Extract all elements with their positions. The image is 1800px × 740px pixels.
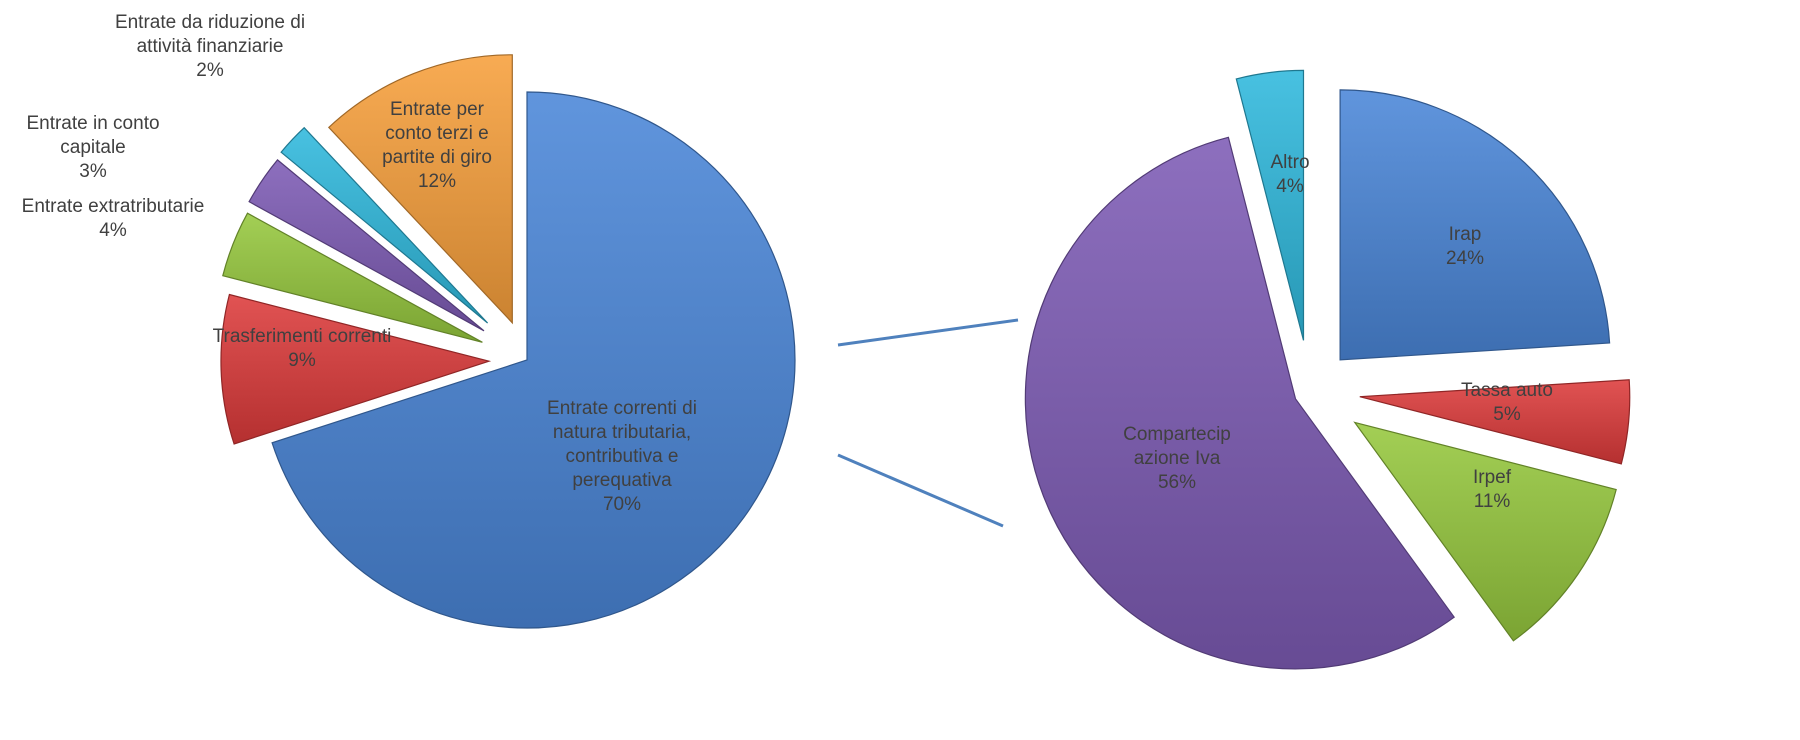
main-slice-label-line: attività finanziarie xyxy=(137,36,284,57)
detail-slice-3 xyxy=(1024,136,1456,670)
main-slice-percent-3: 3% xyxy=(79,161,107,182)
main-slice-5 xyxy=(327,54,513,325)
detail-slice-label-1: Tassa auto 5% xyxy=(1461,380,1553,425)
detail-slice-percent-1: 5% xyxy=(1493,404,1521,425)
main-slice-label-0: Entrate correnti di natura tributaria, con… xyxy=(547,398,697,515)
main-slice-label-line: Entrate extratributarie xyxy=(22,196,205,217)
detail-slice-4 xyxy=(1235,69,1305,341)
main-slice-label-line: Entrate per xyxy=(390,99,485,120)
main-slice-label-line: conto terzi e xyxy=(385,123,489,144)
main-slice-label-1: Trasferimenti correnti 9% xyxy=(213,326,392,371)
main-slice-label-line: contributiva e xyxy=(565,446,678,467)
main-slice-percent-0: 70% xyxy=(603,494,641,515)
main-slice-label-5: Entrate per conto terzi e partite di giro 1… xyxy=(382,99,492,192)
main-slice-2 xyxy=(222,212,483,343)
detail-slice-percent-3: 56% xyxy=(1158,472,1196,493)
connector-line-1 xyxy=(837,453,1004,528)
detail-slice-2 xyxy=(1353,421,1617,642)
pie-chart-main xyxy=(220,54,796,629)
main-slice-label-4: Entrate da riduzione di attività finanzia… xyxy=(115,12,305,81)
main-slice-label-line: perequativa xyxy=(572,470,672,491)
detail-slice-label-line: Tassa auto xyxy=(1461,380,1553,401)
detail-slice-0 xyxy=(1339,89,1611,361)
main-slice-1 xyxy=(220,293,492,445)
main-slice-0 xyxy=(271,91,796,629)
main-slice-label-line: capitale xyxy=(60,137,126,158)
main-slice-label-line: Entrate correnti di xyxy=(547,398,697,419)
main-slice-percent-1: 9% xyxy=(288,350,316,371)
detail-slice-label-line: Altro xyxy=(1270,152,1309,173)
detail-slice-label-3: Compartecip azione Iva 56% xyxy=(1123,424,1231,493)
main-slice-label-line: Trasferimenti correnti xyxy=(213,326,392,347)
main-slice-3 xyxy=(248,159,485,332)
main-slice-label-2: Entrate extratributarie 4% xyxy=(22,196,205,241)
detail-slice-label-2: Irpef 11% xyxy=(1473,467,1512,512)
connector-line-0 xyxy=(837,318,1019,347)
detail-slice-label-line: Irpef xyxy=(1473,467,1512,488)
chart-labels: Entrate correnti di natura tributaria, con… xyxy=(22,12,1553,515)
detail-slice-label-0: Irap 24% xyxy=(1446,224,1484,269)
main-slice-label-line: partite di giro xyxy=(382,147,492,168)
main-slice-percent-2: 4% xyxy=(99,220,127,241)
detail-slice-percent-0: 24% xyxy=(1446,248,1484,269)
detail-slice-label-line: azione Iva xyxy=(1134,448,1221,469)
main-slice-label-line: Entrate da riduzione di xyxy=(115,12,305,33)
detail-slice-percent-2: 11% xyxy=(1474,491,1511,512)
detail-slice-percent-4: 4% xyxy=(1276,176,1304,197)
connector-lines xyxy=(837,318,1019,528)
main-slice-label-3: Entrate in conto capitale 3% xyxy=(26,113,159,182)
main-slice-label-line: natura tributaria, xyxy=(553,422,691,443)
main-slice-percent-4: 2% xyxy=(196,60,224,81)
main-slice-4 xyxy=(280,126,489,324)
main-slice-percent-5: 12% xyxy=(418,171,456,192)
main-slice-label-line: Entrate in conto xyxy=(26,113,159,134)
detail-slice-label-line: Compartecip xyxy=(1123,424,1231,445)
pie-chart-detail xyxy=(1024,69,1631,670)
detail-slice-1 xyxy=(1359,379,1631,465)
detail-slice-label-line: Irap xyxy=(1449,224,1482,245)
detail-slice-label-4: Altro 4% xyxy=(1270,152,1309,197)
